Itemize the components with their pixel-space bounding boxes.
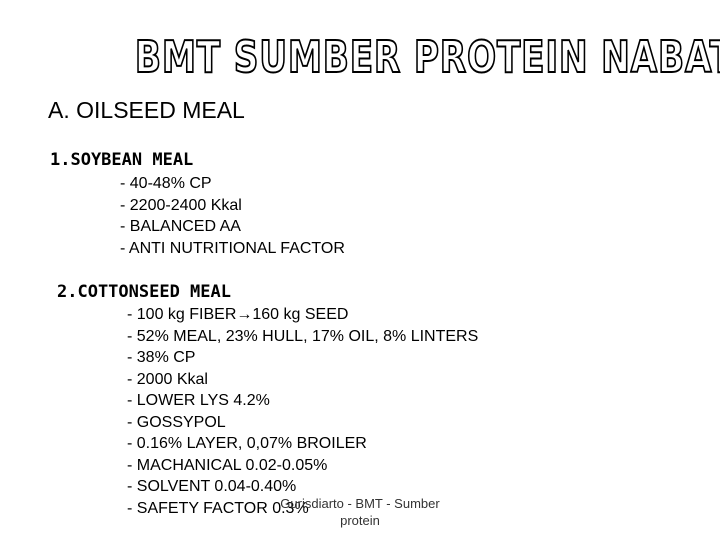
list-item: - 2000 Kkal: [127, 370, 208, 388]
list-item: - 40-48% CP: [120, 175, 212, 192]
cottonseed-meal-list: - 100 kg FIBER→160 kg SEED - 52% MEAL, 2…: [127, 304, 478, 519]
soybean-meal-heading: 1.SOYBEAN MEAL: [50, 150, 194, 170]
right-arrow-icon: →: [236, 306, 253, 323]
list-item: - BALANCED AA: [120, 218, 241, 235]
list-item: - SAFETY FACTOR 0.3%: [127, 499, 309, 517]
slide-title: BMT SUMBER PROTEIN NABATI: [134, 31, 720, 84]
list-item: - SOLVENT 0.04-0.40%: [127, 478, 297, 495]
list-item-text: - 100 kg FIBER: [127, 306, 237, 323]
cottonseed-meal-heading: 2.COTTONSEED MEAL: [57, 282, 231, 302]
list-item: - 100 kg FIBER→160 kg SEED: [127, 304, 478, 326]
footer-line: Gurisdiarto - BMT - Sumber: [280, 496, 440, 511]
list-item: - LOWER LYS 4.2%: [127, 392, 270, 409]
list-item: - 2200-2400 Kkal: [120, 196, 242, 214]
slide-footer: Gurisdiarto - BMT - Sumber protein: [270, 495, 450, 529]
list-item: - MACHANICAL 0.02-0.05%: [127, 456, 328, 474]
section-heading: A. OILSEED MEAL: [48, 97, 245, 123]
list-item: - 38% CP: [127, 349, 196, 366]
list-item-text: 160 kg SEED: [252, 306, 349, 323]
list-item: - 52% MEAL, 23% HULL, 17% OIL, 8% LINTER…: [127, 327, 479, 345]
footer-line: protein: [340, 513, 380, 528]
list-item: - ANTI NUTRITIONAL FACTOR: [120, 239, 345, 257]
list-item: - GOSSYPOL: [127, 413, 226, 431]
list-item: - 0.16% LAYER, 0,07% BROILER: [127, 435, 367, 452]
soybean-meal-list: - 40-48% CP - 2200-2400 Kkal - BALANCED …: [120, 173, 345, 259]
